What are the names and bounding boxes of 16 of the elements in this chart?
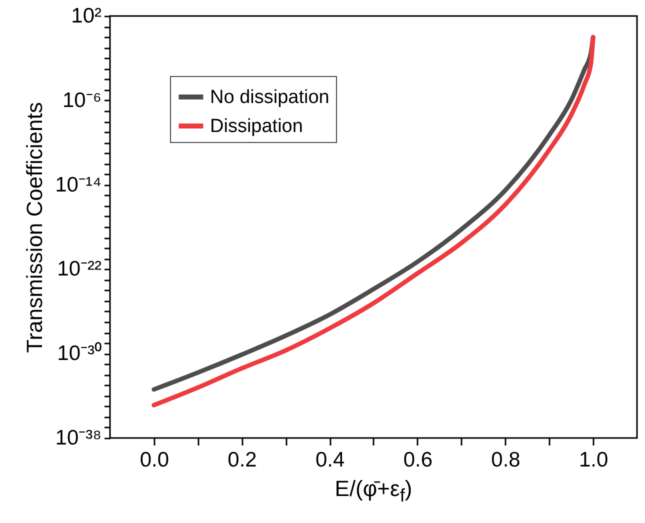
x-axis-title: E/(φ̄+ε$_{f}$) (334, 476, 414, 506)
y-tick-label: 10² (71, 4, 102, 28)
x-tick-label: 0.4 (315, 448, 345, 472)
x-tick-label: 1.0 (578, 448, 608, 472)
x-tick-label: 0.0 (140, 448, 170, 472)
x-tick-label: 0.6 (403, 448, 433, 472)
x-tick-label: 0.2 (228, 448, 257, 472)
y-tick-label: 10⁻³⁸ (55, 426, 102, 450)
y-tick-label: 10⁻¹⁴ (55, 173, 102, 196)
legend-label: No dissipation (210, 87, 330, 108)
y-tick-label: 10⁻⁶ (62, 88, 102, 112)
y-axis-title: Transmission Coefficients (22, 102, 48, 353)
y-tick-label: 10⁻²² (57, 258, 102, 281)
legend-label: Dissipation (210, 116, 303, 137)
x-tick-label: 0.8 (491, 448, 520, 472)
y-tick-label: 10⁻³⁰ (57, 342, 102, 366)
